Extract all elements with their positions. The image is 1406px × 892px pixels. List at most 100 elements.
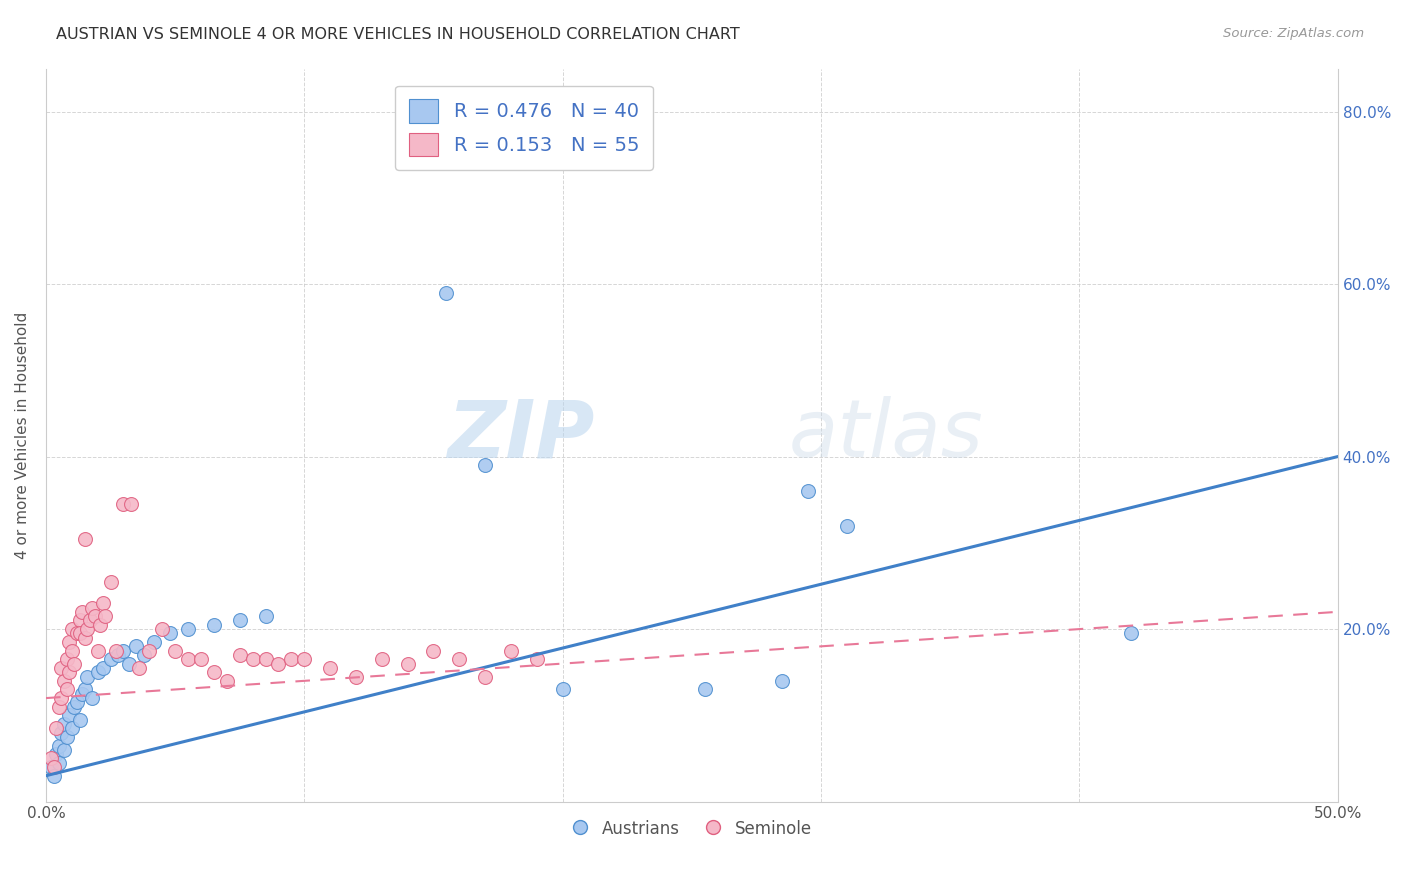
Point	[117, 657, 139, 671]
Point	[107, 648, 129, 662]
Point	[55, 730, 77, 744]
Point	[53, 717, 76, 731]
Point	[53, 673, 76, 688]
Point	[58, 665, 80, 680]
Point	[63, 699, 86, 714]
Point	[66, 695, 89, 709]
Point	[84, 609, 107, 624]
Point	[292, 652, 315, 666]
Point	[835, 518, 858, 533]
Point	[396, 657, 419, 671]
Point	[100, 652, 122, 666]
Point	[319, 661, 342, 675]
Point	[177, 652, 200, 666]
Point	[1119, 626, 1142, 640]
Point	[42, 760, 65, 774]
Point	[86, 643, 108, 657]
Point	[797, 484, 820, 499]
Point	[112, 643, 135, 657]
Point	[69, 626, 91, 640]
Point	[70, 687, 93, 701]
Text: atlas: atlas	[789, 396, 983, 474]
Text: AUSTRIAN VS SEMINOLE 4 OR MORE VEHICLES IN HOUSEHOLD CORRELATION CHART: AUSTRIAN VS SEMINOLE 4 OR MORE VEHICLES …	[56, 27, 740, 42]
Y-axis label: 4 or more Vehicles in Household: 4 or more Vehicles in Household	[15, 311, 30, 558]
Point	[60, 643, 83, 657]
Point	[53, 743, 76, 757]
Point	[344, 669, 367, 683]
Point	[267, 657, 290, 671]
Point	[159, 626, 181, 640]
Point	[70, 605, 93, 619]
Point	[76, 669, 98, 683]
Point	[125, 640, 148, 654]
Text: ZIP: ZIP	[447, 396, 595, 474]
Point	[177, 622, 200, 636]
Point	[228, 614, 250, 628]
Point	[202, 665, 225, 680]
Point	[693, 682, 716, 697]
Point	[45, 721, 67, 735]
Point	[48, 739, 70, 753]
Point	[104, 643, 127, 657]
Text: Source: ZipAtlas.com: Source: ZipAtlas.com	[1223, 27, 1364, 40]
Point	[66, 626, 89, 640]
Point	[86, 665, 108, 680]
Point	[422, 643, 444, 657]
Point	[42, 769, 65, 783]
Point	[91, 596, 114, 610]
Point	[190, 652, 212, 666]
Point	[143, 635, 166, 649]
Point	[91, 661, 114, 675]
Point	[94, 609, 117, 624]
Point	[449, 652, 471, 666]
Point	[45, 747, 67, 761]
Point	[138, 643, 160, 657]
Point	[280, 652, 302, 666]
Point	[60, 721, 83, 735]
Point	[73, 682, 96, 697]
Point	[526, 652, 548, 666]
Point	[48, 699, 70, 714]
Point	[254, 652, 277, 666]
Point	[51, 691, 73, 706]
Point	[89, 617, 111, 632]
Point	[770, 673, 793, 688]
Point	[434, 285, 457, 300]
Point	[128, 661, 150, 675]
Point	[58, 708, 80, 723]
Point	[228, 648, 250, 662]
Point	[112, 497, 135, 511]
Point	[551, 682, 574, 697]
Point	[48, 756, 70, 770]
Point	[63, 657, 86, 671]
Point	[254, 609, 277, 624]
Point	[242, 652, 264, 666]
Point	[474, 669, 496, 683]
Point	[120, 497, 142, 511]
Point	[100, 574, 122, 589]
Point	[39, 751, 62, 765]
Point	[51, 725, 73, 739]
Point	[55, 652, 77, 666]
Point	[76, 622, 98, 636]
Point	[51, 661, 73, 675]
Point	[474, 458, 496, 473]
Point	[150, 622, 173, 636]
Point	[134, 648, 156, 662]
Point	[82, 600, 104, 615]
Point	[39, 760, 62, 774]
Point	[73, 631, 96, 645]
Point	[69, 614, 91, 628]
Point	[73, 532, 96, 546]
Point	[60, 622, 83, 636]
Point	[69, 713, 91, 727]
Point	[55, 682, 77, 697]
Point	[215, 673, 238, 688]
Point	[202, 617, 225, 632]
Point	[165, 643, 187, 657]
Point	[499, 643, 522, 657]
Point	[371, 652, 394, 666]
Legend: Austrians, Seminole: Austrians, Seminole	[565, 814, 818, 845]
Point	[79, 614, 101, 628]
Point	[82, 691, 104, 706]
